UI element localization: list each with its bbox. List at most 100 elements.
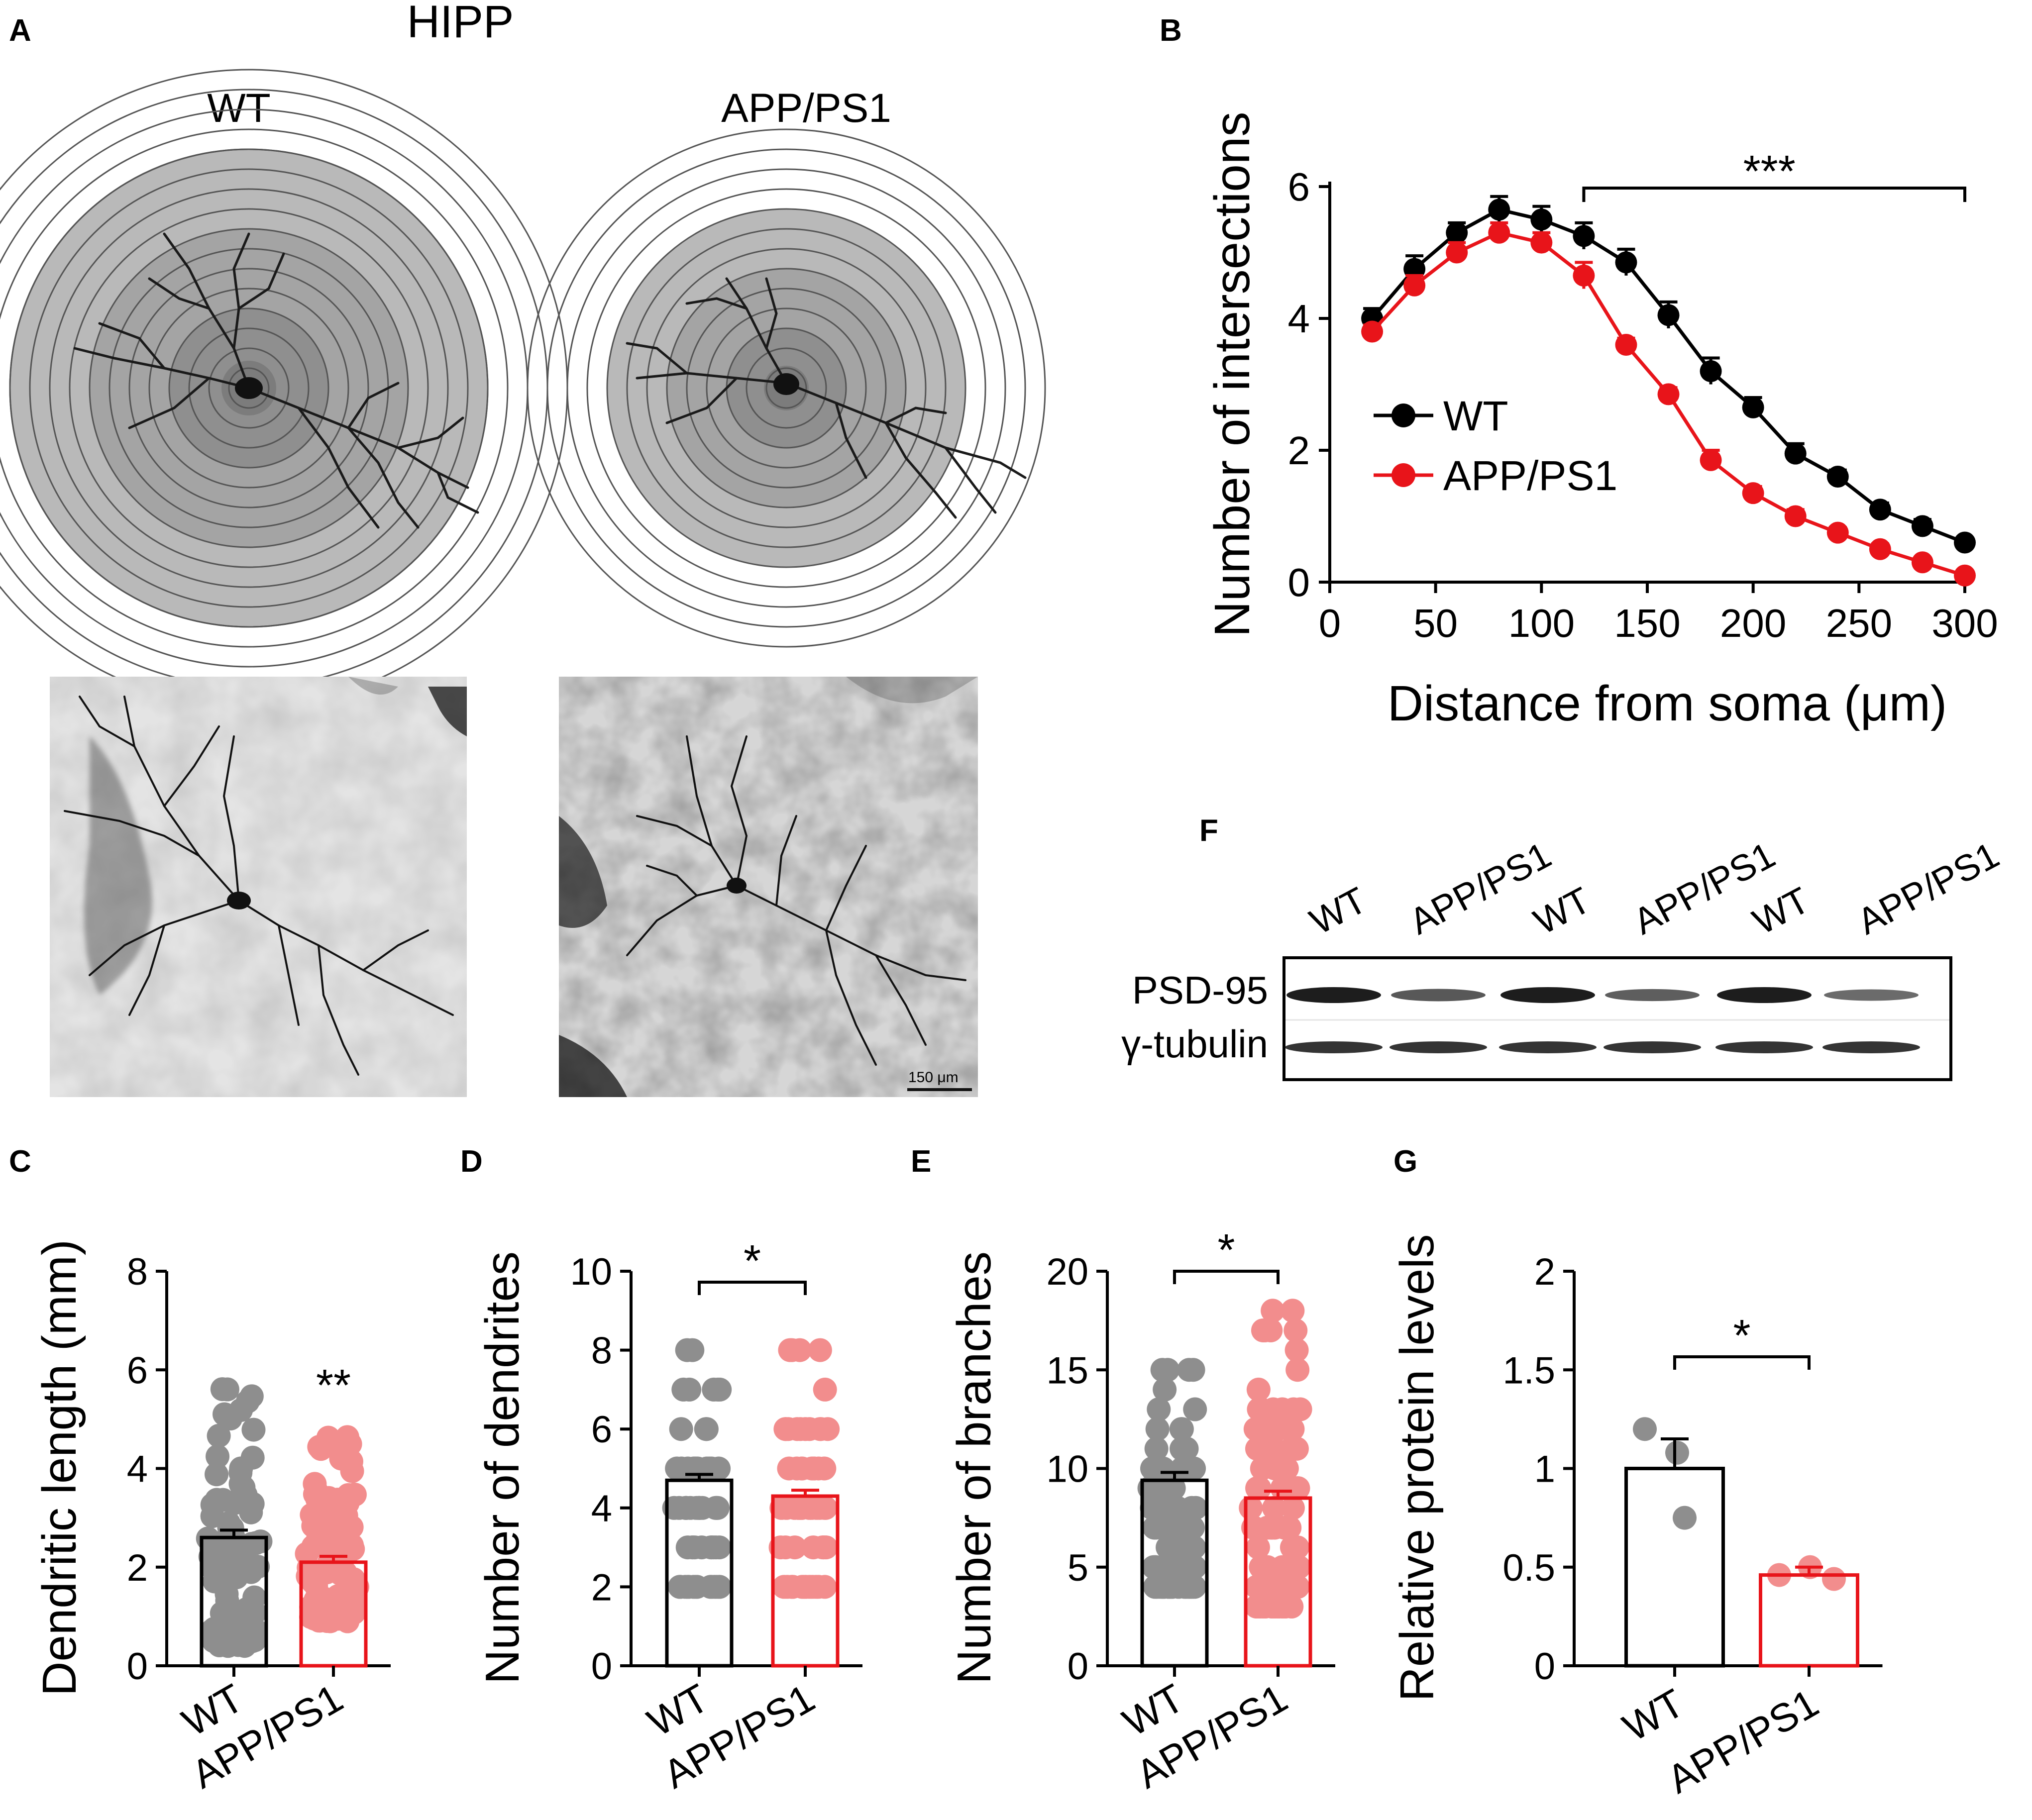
y-tick-label: 6 xyxy=(591,1409,612,1451)
legend-marker xyxy=(1391,463,1415,487)
significance-bracket xyxy=(698,1281,807,1295)
data-dot xyxy=(702,1377,726,1402)
bar-wt xyxy=(1624,1467,1725,1668)
data-dot xyxy=(1147,1397,1171,1421)
panel-letter-g: G xyxy=(1393,1144,1417,1179)
data-dot xyxy=(1243,1417,1268,1441)
y-tick-label: 10 xyxy=(570,1251,612,1293)
band-psd95 xyxy=(1605,989,1700,1002)
sholl-diagram-wt xyxy=(0,69,568,708)
data-dot xyxy=(694,1417,718,1441)
data-dot xyxy=(1145,1417,1170,1441)
data-point xyxy=(1446,221,1468,244)
y-tick-label: 4 xyxy=(1288,297,1310,341)
panel-a-group-app: APP/PS1 xyxy=(721,86,891,131)
data-point xyxy=(1700,449,1722,471)
data-dot xyxy=(1285,1358,1310,1382)
data-dot xyxy=(323,1435,348,1459)
lane-label: WT xyxy=(1303,879,1374,942)
data-dot xyxy=(808,1338,832,1362)
data-dot xyxy=(773,1417,798,1441)
data-point xyxy=(1573,225,1595,247)
y-tick-label: 8 xyxy=(127,1251,148,1293)
data-dot xyxy=(1245,1436,1269,1461)
y-tick-label: 0 xyxy=(127,1645,148,1688)
data-dot xyxy=(704,1496,729,1520)
significance-marker: * xyxy=(1217,1225,1235,1275)
data-dot xyxy=(1182,1535,1206,1560)
data-point xyxy=(1954,564,1976,587)
data-dot xyxy=(1156,1516,1180,1540)
y-tick-label: 0.5 xyxy=(1502,1547,1555,1589)
y-tick-label: 8 xyxy=(591,1330,612,1372)
data-dot xyxy=(1261,1299,1285,1323)
data-dot xyxy=(1251,1595,1276,1619)
panel-letter-f: F xyxy=(1199,813,1218,848)
data-dot xyxy=(198,1544,222,1569)
y-tick-label: 2 xyxy=(1534,1251,1555,1293)
y-tick-label: 0 xyxy=(1534,1645,1555,1688)
band-gamma-tubulin xyxy=(1822,1041,1920,1053)
data-dot xyxy=(1247,1397,1271,1421)
band-psd95 xyxy=(1824,989,1919,1001)
data-dot xyxy=(1169,1417,1193,1441)
y-tick-label: 20 xyxy=(1046,1251,1088,1293)
data-dot xyxy=(669,1417,693,1441)
x-tick-label: 100 xyxy=(1508,601,1575,645)
data-dot xyxy=(1153,1377,1177,1402)
band-psd95 xyxy=(1391,989,1486,1002)
data-point xyxy=(1657,304,1680,326)
data-dot xyxy=(206,1444,230,1469)
data-point xyxy=(1869,499,1891,521)
data-point xyxy=(1826,466,1849,488)
data-dot xyxy=(1245,1476,1270,1501)
data-point xyxy=(1530,231,1553,254)
row-label-gamma-tubulin: γ-tubulin xyxy=(1121,1022,1268,1066)
band-gamma-tubulin xyxy=(1604,1041,1701,1053)
data-dot xyxy=(1183,1397,1207,1421)
data-dot xyxy=(241,1417,266,1442)
x-tick-label: 50 xyxy=(1413,601,1458,645)
data-dot xyxy=(239,1500,263,1524)
y-tick-label: 15 xyxy=(1046,1349,1088,1392)
y-axis-label: Number of dendrites xyxy=(476,1251,529,1684)
significance-bracket xyxy=(1173,1270,1280,1284)
y-tick-label: 6 xyxy=(1288,165,1310,209)
data-dot xyxy=(1286,1476,1310,1501)
data-dot xyxy=(1284,1338,1309,1362)
data-dot xyxy=(793,1417,818,1441)
lane-label: APP/PS1 xyxy=(1403,834,1558,942)
data-dot xyxy=(1822,1567,1846,1591)
data-dot xyxy=(701,1535,726,1560)
band-gamma-tubulin xyxy=(1715,1041,1813,1053)
panel-letter-b: B xyxy=(1160,13,1182,48)
x-tick-label: 0 xyxy=(1319,601,1341,645)
data-dot xyxy=(1170,1436,1194,1461)
data-point xyxy=(1361,320,1384,343)
data-dot xyxy=(1673,1506,1697,1530)
x-tick-label: 250 xyxy=(1826,601,1892,645)
y-tick-label: 4 xyxy=(127,1448,148,1491)
data-dot xyxy=(1246,1535,1270,1560)
data-dot xyxy=(1174,1516,1198,1540)
data-dot xyxy=(1167,1575,1191,1599)
data-point xyxy=(1742,482,1764,505)
y-tick-label: 5 xyxy=(1068,1547,1088,1589)
data-dot xyxy=(774,1496,799,1520)
data-dot xyxy=(680,1338,705,1362)
data-dot xyxy=(788,1338,812,1362)
data-point xyxy=(1911,515,1933,537)
data-dot xyxy=(215,1560,240,1584)
y-tick-label: 2 xyxy=(1288,428,1310,473)
data-dot xyxy=(329,1524,354,1549)
data-point xyxy=(1446,241,1468,264)
data-dot xyxy=(1145,1575,1169,1599)
micrograph-wt xyxy=(50,677,467,1097)
significance-marker: *** xyxy=(1743,147,1796,197)
data-dot xyxy=(784,1456,809,1481)
data-dot xyxy=(1177,1358,1201,1382)
